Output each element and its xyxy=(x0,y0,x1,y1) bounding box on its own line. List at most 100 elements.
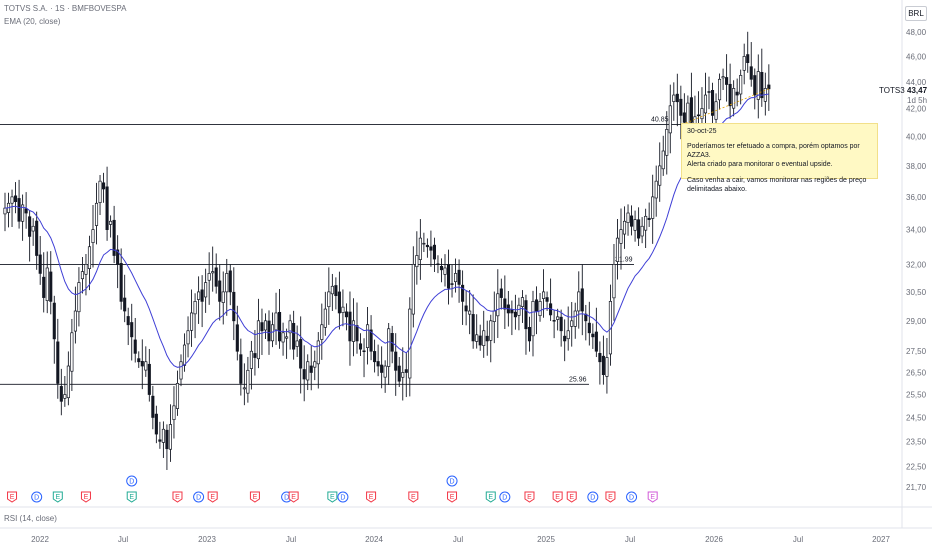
candles-group xyxy=(3,31,771,470)
earnings-marker-letter: E xyxy=(650,494,655,501)
earnings-marker-icon xyxy=(524,491,535,503)
note-line-4: delimitadas abaixo. xyxy=(687,186,747,193)
candle-body xyxy=(520,297,524,307)
candle-body xyxy=(193,301,197,315)
earnings-marker-letter: E xyxy=(210,494,215,501)
candle-body xyxy=(749,66,753,80)
candle-body xyxy=(615,237,620,262)
candle-body xyxy=(510,309,514,314)
candle-body xyxy=(288,320,292,334)
candle-body xyxy=(605,357,609,377)
candle-body xyxy=(446,264,451,289)
candle-body xyxy=(31,225,35,232)
candle-body xyxy=(221,291,225,303)
candle-body xyxy=(130,322,134,338)
dividend-marker-letter: D xyxy=(629,495,634,502)
earnings-marker-letter: E xyxy=(527,494,532,501)
x-tick-label: Jul xyxy=(793,535,803,544)
dividend-marker-icon xyxy=(499,491,511,503)
candle-body xyxy=(348,311,352,342)
candle-body xyxy=(249,350,253,369)
earnings-marker-icon xyxy=(327,491,338,503)
candle-body xyxy=(175,383,180,409)
candle-body xyxy=(503,298,507,310)
candle-body xyxy=(112,219,116,256)
candle-body xyxy=(689,97,693,123)
candle-body xyxy=(369,329,373,352)
currency-badge[interactable]: BRL xyxy=(905,6,927,21)
candle-body xyxy=(228,270,232,293)
candle-body xyxy=(619,229,623,244)
candle-body xyxy=(626,212,630,224)
candle-body xyxy=(140,360,144,367)
dividend-marker-letter: D xyxy=(196,495,201,502)
candle-body xyxy=(94,202,99,226)
candle-body xyxy=(168,424,172,450)
x-tick-label: Jul xyxy=(286,535,296,544)
candle-body xyxy=(531,301,535,337)
candle-body xyxy=(292,322,296,350)
candle-body xyxy=(45,267,49,301)
candle-body xyxy=(591,333,595,338)
candle-body xyxy=(200,289,204,302)
candle-body xyxy=(566,330,570,340)
candle-body xyxy=(707,91,711,93)
y-tick-label: 44,00 xyxy=(906,78,927,87)
y-tick-label: 30,50 xyxy=(906,288,927,297)
candle-body xyxy=(91,229,95,244)
candle-body xyxy=(59,386,63,402)
candle-body xyxy=(341,306,345,313)
candle-body xyxy=(464,305,468,312)
candle-body xyxy=(594,331,598,352)
candle-body xyxy=(313,361,317,368)
level-label: 25.96 xyxy=(569,376,587,383)
rsi-legend[interactable]: RSI (14, close) xyxy=(4,514,57,523)
candle-body xyxy=(485,335,489,342)
x-tick-label: 2024 xyxy=(365,535,383,544)
candle-body xyxy=(767,84,771,90)
candle-body xyxy=(436,263,440,266)
candle-body xyxy=(362,350,366,353)
candle-body xyxy=(344,311,348,318)
chart-title-legend[interactable]: TOTVS S.A. · 1S · BMFBOVESPA xyxy=(4,4,127,13)
candle-body xyxy=(285,336,289,339)
candle-body xyxy=(563,335,567,342)
candle-body xyxy=(675,93,679,103)
candle-body xyxy=(601,355,605,375)
candle-body xyxy=(38,254,42,274)
candle-body xyxy=(98,180,102,204)
candle-body xyxy=(24,208,28,214)
dividend-marker-icon xyxy=(126,475,138,487)
candle-body xyxy=(439,265,444,271)
candle-body xyxy=(337,291,341,314)
ema-legend[interactable]: EMA (20, close) xyxy=(4,17,61,26)
candle-body xyxy=(665,129,669,156)
annotation-note[interactable]: 30-oct-25 Poderíamos ter efetuado a comp… xyxy=(681,123,878,193)
candle-body xyxy=(450,283,454,285)
earnings-marker-letter: E xyxy=(450,494,455,501)
candle-body xyxy=(260,322,264,332)
candle-body xyxy=(710,90,715,116)
candle-body xyxy=(334,285,338,297)
candle-body xyxy=(418,237,422,260)
candle-body xyxy=(471,314,475,342)
candle-body xyxy=(570,320,574,327)
candle-body xyxy=(394,351,398,371)
x-tick-label: 2025 xyxy=(537,535,555,544)
candle-body xyxy=(207,273,211,281)
y-tick-label: 40,00 xyxy=(906,132,927,141)
candle-body xyxy=(204,282,208,298)
candle-body xyxy=(513,311,517,318)
earnings-marker-letter: E xyxy=(369,494,374,501)
candle-body xyxy=(647,217,651,220)
candle-body xyxy=(302,369,306,380)
dividend-marker-icon xyxy=(587,491,599,503)
candle-body xyxy=(211,271,215,274)
y-tick-label: 29,00 xyxy=(906,317,927,326)
candle-body xyxy=(612,264,616,299)
candle-body xyxy=(679,98,683,116)
candle-body xyxy=(351,320,356,342)
candle-body xyxy=(35,220,39,256)
note-line-2: Alerta criado para monitorar o eventual … xyxy=(687,161,833,168)
